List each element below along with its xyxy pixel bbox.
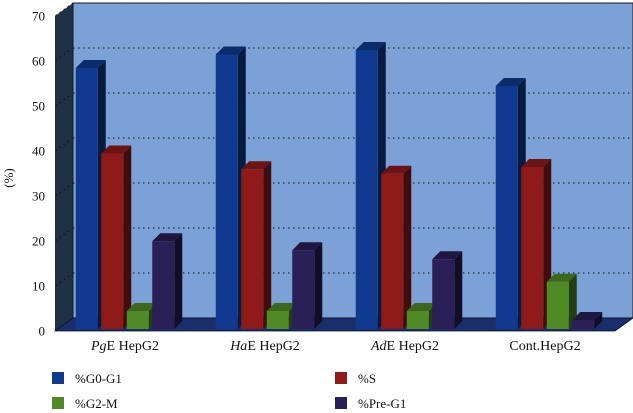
- bar: [521, 167, 544, 329]
- y-axis: 0 10 20 30 40 50 60 70: [32, 9, 45, 339]
- legend-item: %Pre-G1: [335, 396, 406, 411]
- y-tick-label: 30: [32, 189, 45, 204]
- y-tick-label: 40: [32, 144, 45, 159]
- bar-side: [454, 251, 463, 329]
- gridline-side: [54, 227, 74, 242]
- bar-side: [314, 242, 323, 329]
- bar-top: [572, 312, 603, 320]
- gridline-side: [54, 92, 74, 107]
- legend-item: %G0-G1: [52, 371, 122, 386]
- gridline-side: [54, 137, 74, 152]
- legend-label: %Pre-G1: [358, 396, 406, 411]
- bar-top: [546, 273, 577, 282]
- bar-top: [292, 242, 323, 251]
- bar-top: [215, 46, 246, 55]
- bar: [215, 54, 238, 329]
- gridline-side: [54, 182, 74, 197]
- x-axis: PgE HepG2 HaE HepG2 AdE HepG2 Cont.HepG2: [90, 339, 581, 354]
- bar-top: [381, 165, 412, 174]
- bar: [546, 281, 569, 329]
- legend-swatch: [52, 372, 64, 384]
- legend: %G0-G1 %S %G2-M %Pre-G1: [52, 371, 406, 411]
- bar: [266, 311, 289, 329]
- bar-top: [75, 60, 106, 68]
- bar: [75, 68, 98, 329]
- gridline-side: [54, 272, 74, 287]
- bar: [101, 153, 124, 329]
- legend-item: %S: [335, 371, 376, 386]
- legend-label: %S: [358, 371, 376, 386]
- bar-top: [126, 303, 157, 311]
- bar-side: [174, 233, 183, 329]
- bar: [381, 173, 404, 329]
- bar: [355, 50, 378, 329]
- bar: [152, 241, 175, 329]
- y-tick-label: 0: [39, 324, 46, 339]
- bar-top: [355, 42, 386, 50]
- bar-side: [568, 273, 577, 329]
- bar: [126, 311, 149, 329]
- legend-swatch: [52, 397, 64, 409]
- bar: [572, 320, 595, 329]
- x-tick-label: PgE HepG2: [90, 339, 159, 354]
- bar-side: [594, 312, 603, 329]
- bar-top: [406, 303, 437, 311]
- bar: [406, 311, 429, 329]
- bar-side: [403, 165, 412, 329]
- bar: [241, 169, 264, 329]
- gridlines: [54, 2, 633, 287]
- y-tick-label: 60: [32, 54, 45, 69]
- bar-side: [123, 145, 132, 329]
- bar: [292, 250, 315, 329]
- legend-label: %G2-M: [75, 396, 118, 411]
- legend-item: %G2-M: [52, 396, 118, 411]
- bar-top: [241, 161, 272, 170]
- x-tick-label: AdE HepG2: [370, 339, 439, 354]
- x-tick-label: HaE HepG2: [229, 339, 300, 354]
- legend-swatch: [335, 372, 347, 384]
- y-axis-title: (%): [1, 168, 16, 188]
- y-tick-label: 10: [32, 279, 45, 294]
- bar-top: [432, 251, 463, 260]
- legend-label: %G0-G1: [75, 371, 122, 386]
- bar-top: [266, 303, 297, 311]
- bar-side: [263, 161, 272, 329]
- bar-top: [152, 233, 183, 242]
- bar-top: [495, 78, 526, 86]
- gridline-side: [54, 47, 74, 62]
- y-tick-label: 70: [32, 9, 45, 24]
- bar-top: [521, 159, 552, 167]
- side-wall: [55, 3, 73, 331]
- legend-swatch: [335, 397, 347, 409]
- x-tick-label: Cont.HepG2: [509, 339, 580, 354]
- bar: [432, 259, 455, 329]
- gridline-side: [54, 2, 74, 17]
- bar: [495, 86, 518, 329]
- y-tick-label: 50: [32, 99, 45, 114]
- y-tick-label: 20: [32, 234, 45, 249]
- bar-top: [101, 145, 132, 154]
- bars: [75, 42, 603, 329]
